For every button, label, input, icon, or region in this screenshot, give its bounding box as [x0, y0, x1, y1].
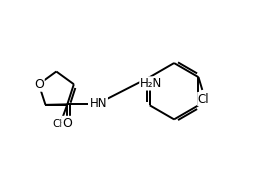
Text: CH₃: CH₃ [53, 119, 72, 129]
Text: HN: HN [90, 97, 107, 110]
Text: O: O [34, 78, 44, 91]
Text: H₂N: H₂N [140, 77, 162, 90]
Text: Cl: Cl [198, 92, 209, 105]
Text: O: O [62, 117, 72, 130]
